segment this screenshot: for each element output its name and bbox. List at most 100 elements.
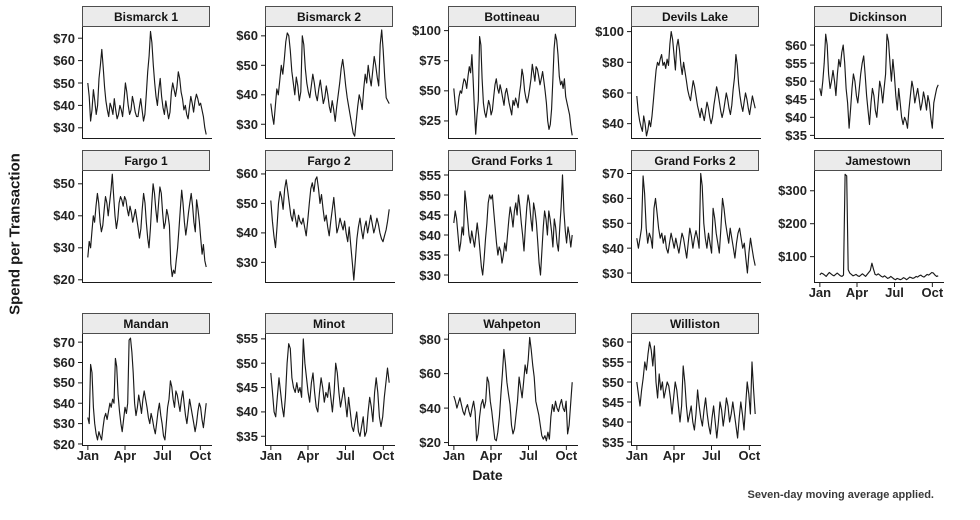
y-tick-label: $20 <box>419 435 441 451</box>
x-tick-labels: Jan Apr Jul Oct <box>213 448 396 465</box>
line-path <box>819 173 939 281</box>
facet-panel <box>261 334 395 450</box>
y-axis-title-column: Spend per Transaction <box>0 6 30 501</box>
y-tick-label: $45 <box>602 394 624 410</box>
line-path <box>270 338 390 437</box>
y-tick-labels: $20 $30 $40 $50 $60 $70 <box>30 334 82 451</box>
y-tick-label: $30 <box>53 416 75 432</box>
y-tick-label: $30 <box>236 116 258 132</box>
y-tick-label: $100 <box>595 24 624 40</box>
y-tick-labels: $40 $60 $80 $100 <box>579 24 631 139</box>
y-tick-label: $55 <box>236 331 258 347</box>
y-tick-label: $30 <box>236 254 258 270</box>
facet-strip: Mandan <box>82 313 210 334</box>
y-tick-label: $55 <box>785 55 807 71</box>
facet-strip-label: Bismarck 1 <box>113 9 179 24</box>
x-tick-label: Apr <box>479 448 503 463</box>
y-tick-label: $300 <box>778 183 807 199</box>
x-tick-labels: Jan Apr Jul Oct <box>762 285 945 302</box>
y-tick-labels: $20 $30 $40 $50 <box>30 171 82 288</box>
facet-grand-forks-1: Grand Forks 1 $30 $35 $40 $45 $50 $55 <box>396 150 579 302</box>
facet-devils-lake: Devils Lake $40 $60 $80 $100 <box>579 6 762 139</box>
y-tick-label: $80 <box>419 331 441 347</box>
facet-panel <box>627 334 761 450</box>
facet-panel <box>444 171 578 283</box>
y-tick-label: $40 <box>53 97 75 113</box>
facet-strip-label: Wahpeton <box>483 316 541 331</box>
x-tick-label: Apr <box>113 448 137 463</box>
y-tick-label: $40 <box>53 208 75 224</box>
facet-plot-row: $30 $35 $40 $45 $50 $55 <box>396 167 579 283</box>
x-tick-label: Jul <box>702 448 721 463</box>
facet-strip-label: Fargo 1 <box>124 153 168 168</box>
facet-panel <box>261 27 395 139</box>
y-tick-labels: $35 $40 $45 $50 $55 $60 <box>579 334 631 449</box>
facet-plot-row: $30 $40 $50 $60 $70 <box>30 27 213 139</box>
x-tick-labels: Jan Apr Jul Oct <box>579 448 762 465</box>
facet-fargo-2: Fargo 2 $30 $40 $50 $60 <box>213 150 396 302</box>
y-tick-label: $20 <box>53 272 75 288</box>
y-tick-label: $30 <box>419 267 441 283</box>
y-tick-label: $200 <box>778 216 807 232</box>
facet-plot-row: $35 $40 $45 $50 $55 $60 <box>762 27 945 142</box>
x-tick-label: Apr <box>662 448 686 463</box>
x-tick-label: Jan <box>442 448 466 463</box>
y-tick-labels: $20 $40 $60 $80 <box>396 331 448 451</box>
facet-panel <box>810 171 944 287</box>
facet-plot-row: $25 $50 $75 $100 <box>396 24 579 139</box>
y-tick-label: $40 <box>419 400 441 416</box>
facet-jamestown: Jamestown $100 $200 $300 Jan Apr Jul Oct <box>762 150 945 302</box>
facet-strip: Fargo 1 <box>82 150 210 171</box>
y-tick-label: $50 <box>419 83 441 99</box>
x-tick-labels: Jan Apr Jul Oct <box>396 448 579 465</box>
y-tick-label: $50 <box>602 215 624 231</box>
x-tick-label: Oct <box>921 285 944 300</box>
y-tick-label: $50 <box>236 57 258 73</box>
facet-strip: Bottineau <box>448 6 576 27</box>
x-axis-title: Date <box>472 467 503 483</box>
x-tick-label: Jul <box>336 448 355 463</box>
y-tick-label: $30 <box>602 265 624 281</box>
y-tick-labels: $25 $50 $75 $100 <box>396 24 448 139</box>
facet-plot-row: $20 $40 $60 $80 <box>396 331 579 451</box>
y-tick-label: $60 <box>785 37 807 53</box>
y-tick-label: $55 <box>419 167 441 183</box>
x-tick-label: Oct <box>555 448 578 463</box>
y-tick-label: $60 <box>602 190 624 206</box>
facet-strip: Bismarck 2 <box>265 6 393 27</box>
plot-area: Bismarck 1 $30 $40 $50 $60 $70 Bismarck 2 $30 $4… <box>30 6 980 501</box>
y-tick-labels: $30 $40 $50 $60 <box>213 27 265 139</box>
y-tick-labels: $30 $40 $50 $60 $70 <box>30 27 82 139</box>
x-tick-label: Oct <box>738 448 761 463</box>
line-path <box>270 176 390 281</box>
facet-strip: Jamestown <box>814 150 942 171</box>
line-path <box>87 173 207 278</box>
facet-bismarck-2: Bismarck 2 $30 $40 $50 $60 <box>213 6 396 139</box>
y-tick-label: $40 <box>236 404 258 420</box>
facet-plot-row: $30 $40 $50 $60 <box>213 27 396 139</box>
facet-strip: Williston <box>631 313 759 334</box>
y-tick-label: $50 <box>236 195 258 211</box>
facet-plot-row: $40 $60 $80 $100 <box>579 24 762 139</box>
y-tick-label: $45 <box>785 91 807 107</box>
facet-strip-label: Grand Forks 2 <box>654 153 736 168</box>
facet-strip-label: Dickinson <box>849 9 907 24</box>
line-path <box>636 341 756 439</box>
y-tick-label: $25 <box>419 113 441 129</box>
y-tick-label: $50 <box>602 374 624 390</box>
y-tick-label: $40 <box>53 395 75 411</box>
facet-plot-row: $35 $40 $45 $50 $55 $60 <box>579 334 762 450</box>
x-tick-labels: Jan Apr Jul Oct <box>30 448 213 465</box>
y-tick-label: $60 <box>419 366 441 382</box>
facet-strip-label: Minot <box>313 316 345 331</box>
facet-strip-label: Grand Forks 1 <box>471 153 553 168</box>
facet-strip: Bismarck 1 <box>82 6 210 27</box>
y-tick-label: $45 <box>236 380 258 396</box>
y-tick-label: $20 <box>53 436 75 452</box>
y-tick-label: $50 <box>236 355 258 371</box>
y-tick-label: $50 <box>53 375 75 391</box>
facet-strip-label: Bismarck 2 <box>296 9 362 24</box>
facet-strip-label: Mandan <box>123 316 169 331</box>
line-path <box>270 29 390 137</box>
facet-strip: Fargo 2 <box>265 150 393 171</box>
